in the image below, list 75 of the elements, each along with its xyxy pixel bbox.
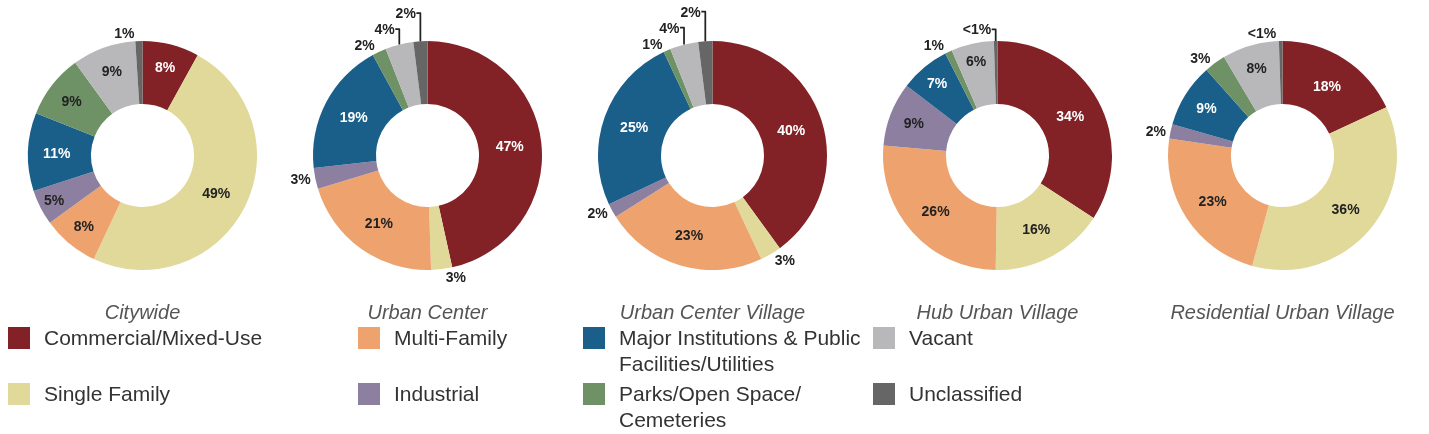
text: Urban Center	[367, 300, 489, 323]
data-label: 25%	[620, 119, 649, 136]
data-label: 3%	[774, 251, 796, 268]
data-label: 9%	[1196, 99, 1218, 116]
data-label: 9%	[903, 115, 925, 132]
legend-label: Vacant	[909, 325, 973, 351]
donut-slice	[608, 177, 669, 217]
data-label: 7%	[926, 75, 948, 92]
legend-label: Major Institutions & Public Facilities/Utilities	[619, 325, 862, 377]
data-label: 2%	[587, 204, 609, 221]
donut-slice	[313, 54, 403, 168]
data-label: 19%	[339, 109, 369, 126]
data-label: 11%	[43, 144, 71, 161]
legend-label: Industrial	[394, 381, 480, 407]
donut-slice	[663, 49, 694, 109]
donut-slice	[670, 41, 707, 108]
data-label: 26%	[921, 203, 951, 220]
text: Citywide	[104, 300, 181, 323]
legend-label: Parks/Open Space/ Cemeteries	[619, 381, 803, 433]
data-label: 18%	[1312, 77, 1342, 94]
data-label: 2%	[354, 37, 376, 54]
donut-slice	[413, 41, 428, 105]
donut-slice	[317, 170, 432, 270]
donut-slice	[1223, 41, 1281, 112]
donut-slice	[1169, 124, 1233, 148]
data-label: 6%	[965, 53, 987, 70]
legend-label: Multi-Family	[394, 325, 508, 351]
data-label: 3%	[1190, 49, 1211, 66]
text: Hub Urban Village	[916, 300, 1079, 323]
donut-slice	[1282, 41, 1387, 134]
data-label: 34%	[1056, 107, 1085, 124]
data-label: <1%	[1247, 25, 1277, 42]
donut-slice	[598, 51, 691, 205]
legend-label: Single Family	[44, 381, 171, 407]
data-label: 2%	[680, 3, 702, 20]
donut-slice	[615, 183, 762, 270]
data-label: 21%	[364, 214, 394, 231]
data-label: 36%	[1331, 201, 1361, 218]
data-label: 5%	[43, 192, 65, 209]
data-label: 23%	[675, 227, 704, 244]
donut-slice	[313, 161, 379, 189]
donut-slice	[1168, 138, 1269, 266]
text: Residential Urban Village	[1170, 300, 1395, 323]
data-label: 2%	[395, 5, 417, 22]
data-label: 8%	[1246, 59, 1268, 76]
data-label: 1%	[114, 25, 135, 42]
data-label: <1%	[962, 21, 992, 38]
donut-slice	[429, 205, 453, 270]
data-label: 40%	[777, 121, 806, 138]
data-label: 1%	[642, 35, 664, 52]
legend-label: Commercial/Mixed-Use	[44, 325, 263, 351]
donut-slice	[372, 48, 409, 111]
donut-slice	[712, 41, 827, 249]
donut-slice	[385, 41, 422, 108]
data-label: 9%	[61, 92, 83, 109]
donut-slice	[1172, 69, 1249, 142]
donut-slice	[698, 41, 713, 105]
data-label: 49%	[202, 185, 231, 202]
data-label: 47%	[495, 138, 525, 155]
donut-slice	[1278, 41, 1283, 104]
donut-slice	[427, 41, 542, 268]
data-label: 3%	[445, 268, 467, 285]
data-label: 9%	[101, 63, 123, 80]
data-label: 3%	[290, 170, 312, 187]
data-label: 16%	[1022, 220, 1051, 237]
data-label: 2%	[1145, 122, 1167, 139]
data-label: 1%	[923, 37, 945, 54]
data-label: 8%	[154, 58, 176, 75]
data-label: 23%	[1198, 192, 1228, 209]
data-label: 4%	[374, 21, 396, 38]
text: Urban Center Village	[619, 300, 806, 323]
data-label: 4%	[659, 19, 681, 36]
data-label: 8%	[73, 218, 95, 235]
legend-label: Unclassified	[909, 381, 1023, 407]
donut-slice	[1252, 107, 1397, 270]
